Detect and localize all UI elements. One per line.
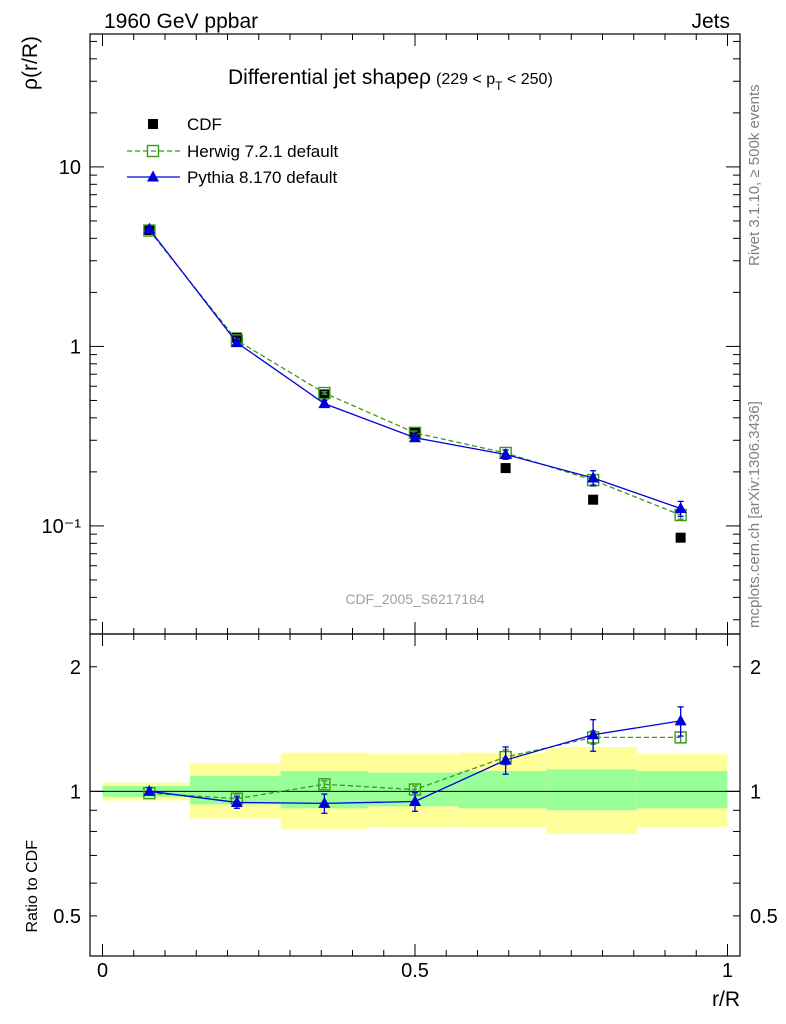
y-tick-label-right: 1 [750, 781, 761, 803]
chart-title: Differential jet shapeρ (229 < pT < 250) [228, 66, 553, 93]
data-point [230, 795, 243, 807]
y-tick-label: 2 [70, 657, 81, 679]
watermark: CDF_2005_S6217184 [345, 591, 485, 607]
legend-marker [146, 144, 160, 158]
legend-marker [148, 119, 158, 129]
band-inner [636, 770, 728, 809]
x-axis-title: r/R [712, 988, 740, 1011]
series-1-main [143, 224, 687, 522]
series-line [148, 230, 681, 516]
series-line [148, 228, 681, 510]
band-inner [546, 769, 637, 811]
x-tick-label: 0 [97, 960, 108, 982]
ratio-axis-title: Ratio to CDF [24, 840, 41, 933]
data-point [674, 502, 687, 514]
data-point [409, 431, 421, 443]
legend-label: Pythia 8.170 default [187, 168, 338, 187]
y-tick-label: 10 [59, 157, 81, 179]
y-axis-title: ρ(r/R) [19, 36, 42, 90]
series-2-ratio [143, 706, 687, 814]
legend-marker [147, 170, 159, 182]
series-0-main [144, 225, 686, 543]
header-left: 1960 GeV ppbar [104, 10, 259, 33]
data-point [499, 753, 512, 765]
chart-title-suffix: (229 < p [436, 71, 495, 88]
data-point [588, 494, 599, 505]
data-point [674, 714, 687, 726]
y-tick-label-right: 0.5 [750, 906, 778, 928]
legend-label: CDF [187, 115, 222, 134]
data-point [143, 222, 156, 234]
y-tick-label: 1 [70, 781, 81, 803]
x-tick-label: 1 [722, 960, 733, 982]
data-point [500, 463, 511, 474]
y-tick-label-right: 2 [750, 657, 761, 679]
header-right: Jets [691, 10, 730, 33]
band-inner [458, 770, 547, 809]
data-point [318, 397, 331, 409]
data-point [230, 336, 243, 348]
chart-title-subscript: T [495, 79, 503, 93]
y-tick-label: 10⁻¹ [42, 516, 82, 538]
data-point [675, 532, 686, 543]
y-tick-label: 1 [70, 336, 81, 358]
series-2-main [143, 222, 687, 518]
data-point [409, 794, 421, 806]
data-point [318, 796, 331, 808]
chart-title-end: < 250) [503, 71, 553, 88]
data-point [143, 784, 156, 796]
data-point [587, 728, 600, 740]
x-tick-label: 0.5 [401, 960, 429, 982]
data-point [587, 471, 600, 483]
y-tick-label: 0.5 [53, 906, 81, 928]
data-point [499, 447, 512, 459]
legend-label: Herwig 7.2.1 default [187, 142, 338, 161]
data-point [318, 778, 331, 791]
